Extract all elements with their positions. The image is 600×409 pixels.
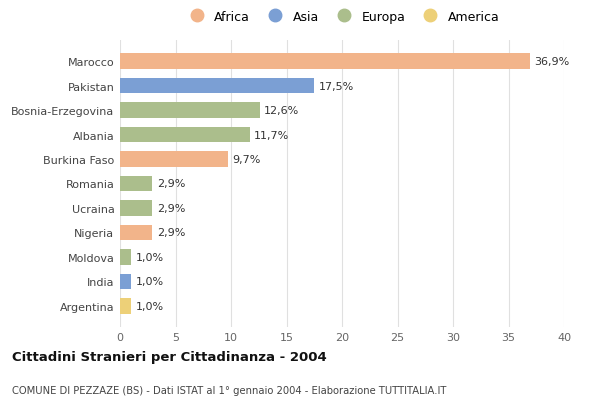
Text: Cittadini Stranieri per Cittadinanza - 2004: Cittadini Stranieri per Cittadinanza - 2… — [12, 350, 327, 363]
Text: 12,6%: 12,6% — [265, 106, 299, 116]
Bar — [120, 249, 131, 265]
Bar — [120, 127, 250, 143]
Text: 2,9%: 2,9% — [157, 204, 185, 213]
Text: 11,7%: 11,7% — [254, 130, 290, 140]
Text: 1,0%: 1,0% — [136, 301, 164, 311]
Bar — [120, 200, 152, 216]
Text: 36,9%: 36,9% — [534, 57, 569, 67]
Bar — [120, 54, 530, 70]
Text: 2,9%: 2,9% — [157, 228, 185, 238]
Bar — [120, 103, 260, 119]
Text: 9,7%: 9,7% — [232, 155, 260, 164]
Bar — [120, 79, 314, 94]
Text: 1,0%: 1,0% — [136, 277, 164, 287]
Bar — [120, 274, 131, 290]
Text: 1,0%: 1,0% — [136, 252, 164, 262]
Text: 2,9%: 2,9% — [157, 179, 185, 189]
Text: COMUNE DI PEZZAZE (BS) - Dati ISTAT al 1° gennaio 2004 - Elaborazione TUTTITALIA: COMUNE DI PEZZAZE (BS) - Dati ISTAT al 1… — [12, 384, 446, 395]
Bar — [120, 152, 227, 168]
Bar — [120, 298, 131, 314]
Bar — [120, 176, 152, 192]
Legend: Africa, Asia, Europa, America: Africa, Asia, Europa, America — [181, 7, 503, 27]
Text: 17,5%: 17,5% — [319, 81, 354, 91]
Bar — [120, 225, 152, 241]
